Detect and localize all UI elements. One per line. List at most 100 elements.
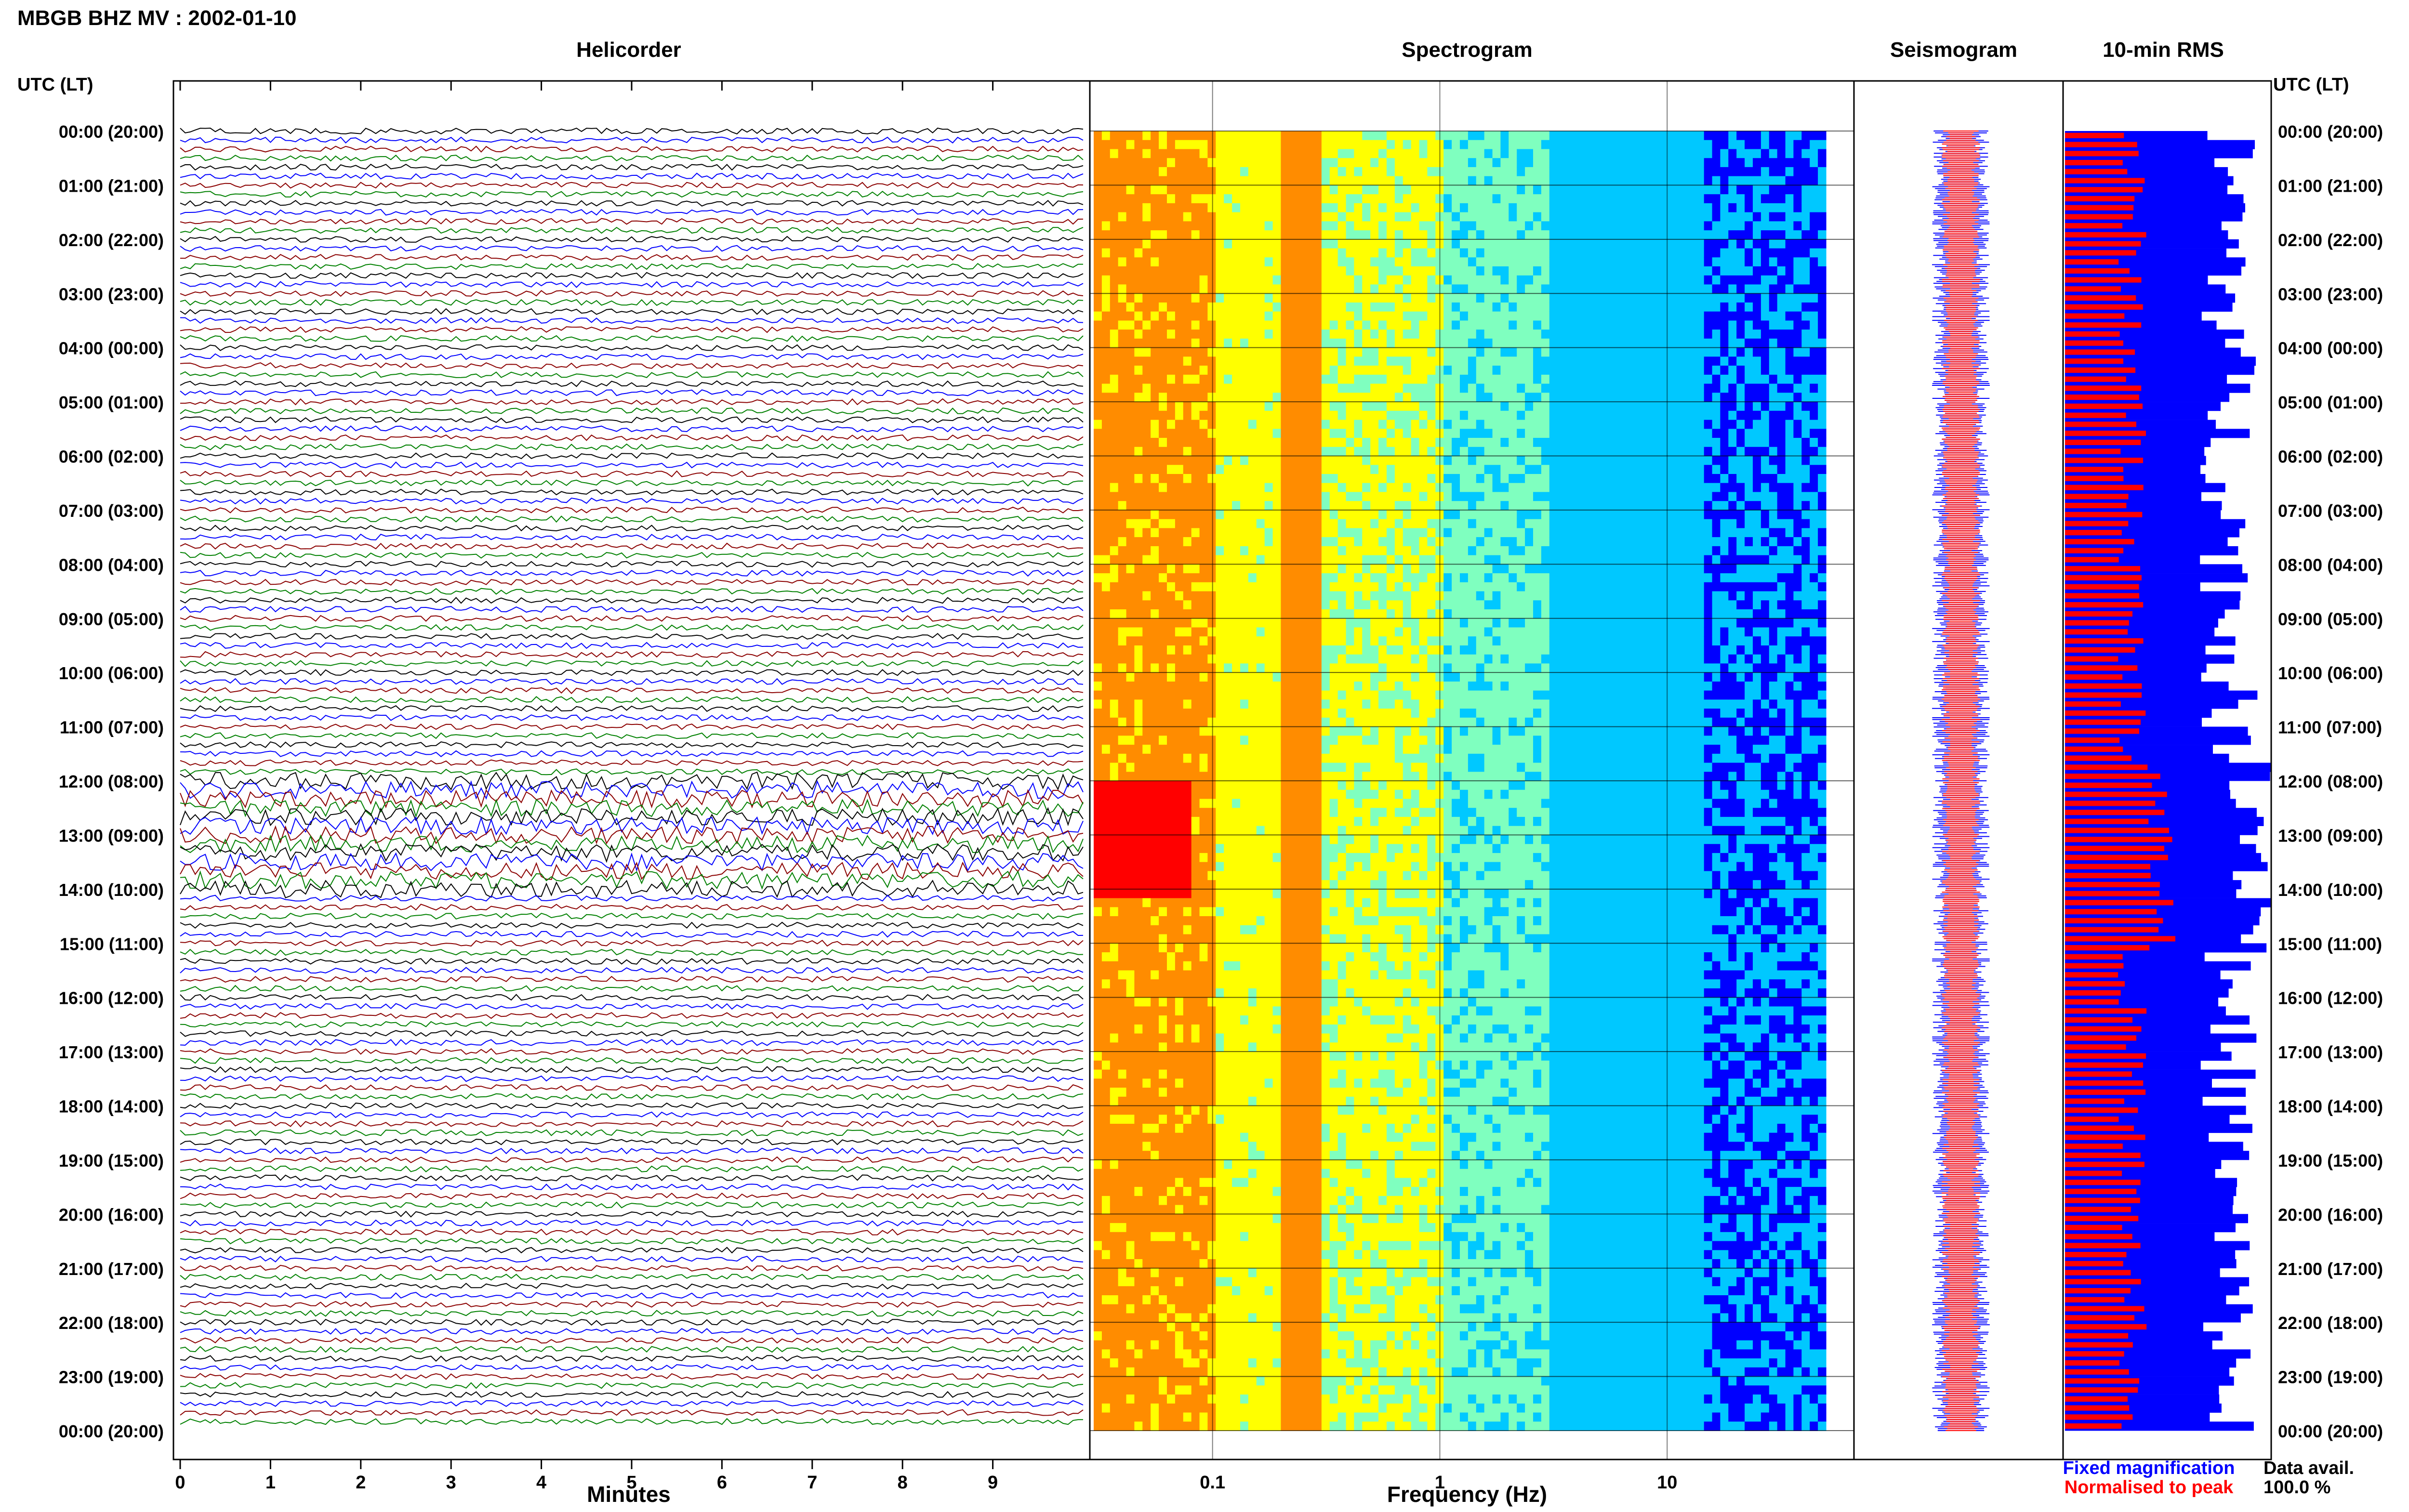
spectrogram-cell: [1313, 745, 1322, 754]
spectrogram-cell: [1142, 1223, 1151, 1233]
spectrogram-cell: [1289, 925, 1297, 935]
spectrogram-cell: [1240, 456, 1249, 465]
spectrogram-cell: [1110, 1096, 1119, 1106]
spectrogram-cell: [1370, 149, 1379, 158]
spectrogram-cell: [1337, 1286, 1347, 1296]
spectrogram-cell: [1134, 329, 1143, 339]
spectrogram-cell: [1240, 429, 1249, 438]
spectrogram-cell: [1346, 1015, 1355, 1025]
spectrogram-cell: [1329, 1322, 1338, 1332]
spectrogram-cell: [1224, 862, 1232, 871]
spectrogram-cell: [1207, 257, 1216, 267]
spectrogram-cell: [1232, 952, 1241, 962]
spectrogram-cell: [1216, 835, 1224, 844]
spectrogram-cell: [1175, 1024, 1184, 1034]
spectrogram-cell: [1337, 925, 1347, 935]
spectrogram-cell: [1248, 1268, 1257, 1278]
spectrogram-cell: [1101, 1331, 1111, 1341]
spectrogram-cell: [1248, 203, 1257, 213]
spectrogram-cell: [1216, 1159, 1224, 1170]
spectrogram-cell: [1313, 1322, 1322, 1332]
spectrogram-cell: [1362, 1367, 1371, 1377]
spectrogram-cell: [1272, 763, 1282, 772]
spectrogram-cell: [1151, 1295, 1159, 1305]
spectrogram-cell: [1094, 1142, 1102, 1151]
spectrogram-cell: [1264, 447, 1273, 457]
spectrogram-cell: [1199, 1169, 1208, 1178]
spectrogram-cell: [1126, 1340, 1135, 1350]
spectrogram-cell: [1167, 221, 1176, 231]
spectrogram-cell: [1094, 1124, 1102, 1133]
spectrogram-cell: [1159, 212, 1167, 222]
spectrogram-cell: [1224, 248, 1232, 258]
spectrogram-cell: [1183, 564, 1192, 574]
spectrogram-cell: [1101, 880, 1111, 890]
spectrogram-cell: [1281, 753, 1289, 763]
spectrogram-cell: [1175, 438, 1184, 447]
spectrogram-cell: [1281, 772, 1289, 781]
spectrogram-cell: [1142, 167, 1151, 177]
spectrogram-cell: [1110, 853, 1119, 863]
spectrogram-cell: [1264, 248, 1273, 258]
spectrogram-cell: [1151, 1151, 1159, 1160]
spectrogram-cell: [1362, 1196, 1371, 1206]
spectrogram-cell: [1183, 239, 1192, 249]
spectrogram-cell: [1110, 672, 1119, 682]
spectrogram-cell: [1297, 1223, 1306, 1233]
spectrogram-cell: [1094, 1295, 1102, 1305]
spectrogram-cell: [1272, 1015, 1282, 1025]
spectrogram-cell: [1118, 248, 1127, 258]
spectrogram-cell: [1362, 447, 1371, 457]
spectrogram-cell: [1289, 1060, 1297, 1070]
spectrogram-cell: [1118, 979, 1127, 989]
spectrogram-cell: [1370, 970, 1379, 980]
spectrogram-cell: [1118, 753, 1127, 763]
spectrogram-cell: [1134, 1205, 1143, 1214]
spectrogram-cell: [1329, 1069, 1338, 1079]
spectrogram-cell: [1362, 970, 1371, 980]
spectrogram-cell: [1256, 221, 1265, 231]
spectrogram-cell: [1362, 699, 1371, 709]
spectrogram-cell: [1248, 1115, 1257, 1124]
spectrogram-cell: [1329, 1052, 1338, 1061]
spectrogram-cell: [1134, 374, 1143, 384]
spectrogram-cell: [1346, 880, 1355, 890]
spectrogram-cell: [1289, 726, 1297, 736]
spectrogram-cell: [1289, 501, 1297, 511]
spectrogram-cell: [1297, 1024, 1306, 1034]
spectrogram-cell: [1329, 745, 1338, 754]
spectrogram-cell: [1151, 1322, 1159, 1332]
spectrogram-cell: [1313, 1367, 1322, 1377]
spectrogram-cell: [1297, 573, 1306, 583]
spectrogram-cell: [1240, 645, 1249, 655]
spectrogram-cell: [1110, 1124, 1119, 1133]
spectrogram-cell: [1159, 194, 1167, 204]
spectrogram-cell: [1183, 194, 1192, 204]
spectrogram-cell: [1321, 447, 1330, 457]
spectrogram-cell: [1216, 366, 1224, 375]
spectrogram-cell: [1305, 203, 1314, 213]
spectrogram-cell: [1337, 952, 1347, 962]
spectrogram-cell: [1248, 239, 1257, 249]
spectrogram-cell: [1362, 1241, 1371, 1250]
spectrogram-cell: [1362, 645, 1371, 655]
spectrogram-cell: [1110, 979, 1119, 989]
spectrogram-cell: [1232, 1033, 1241, 1043]
spectrogram-cell: [1118, 1169, 1127, 1178]
spectrogram-cell: [1248, 366, 1257, 375]
spectrogram-cell: [1264, 410, 1273, 421]
spectrogram-cell: [1354, 1367, 1363, 1377]
spectrogram-cell: [1094, 1331, 1102, 1341]
utc-label-left: UTC (LT): [17, 75, 93, 95]
spectrogram-cell: [1362, 366, 1371, 375]
spectrogram-cell: [1094, 266, 1102, 276]
spectrogram-cell: [1183, 1385, 1192, 1395]
spectrogram-cell: [1256, 1286, 1265, 1296]
spectrogram-cell: [1354, 844, 1363, 854]
spectrogram-cell: [1272, 356, 1282, 366]
spectrogram-cell: [1264, 1214, 1273, 1223]
spectrogram-cell: [1134, 889, 1143, 899]
spectrogram-cell: [1216, 203, 1224, 213]
spectrogram-cell: [1094, 1052, 1102, 1061]
spectrogram-cell: [1159, 546, 1167, 556]
